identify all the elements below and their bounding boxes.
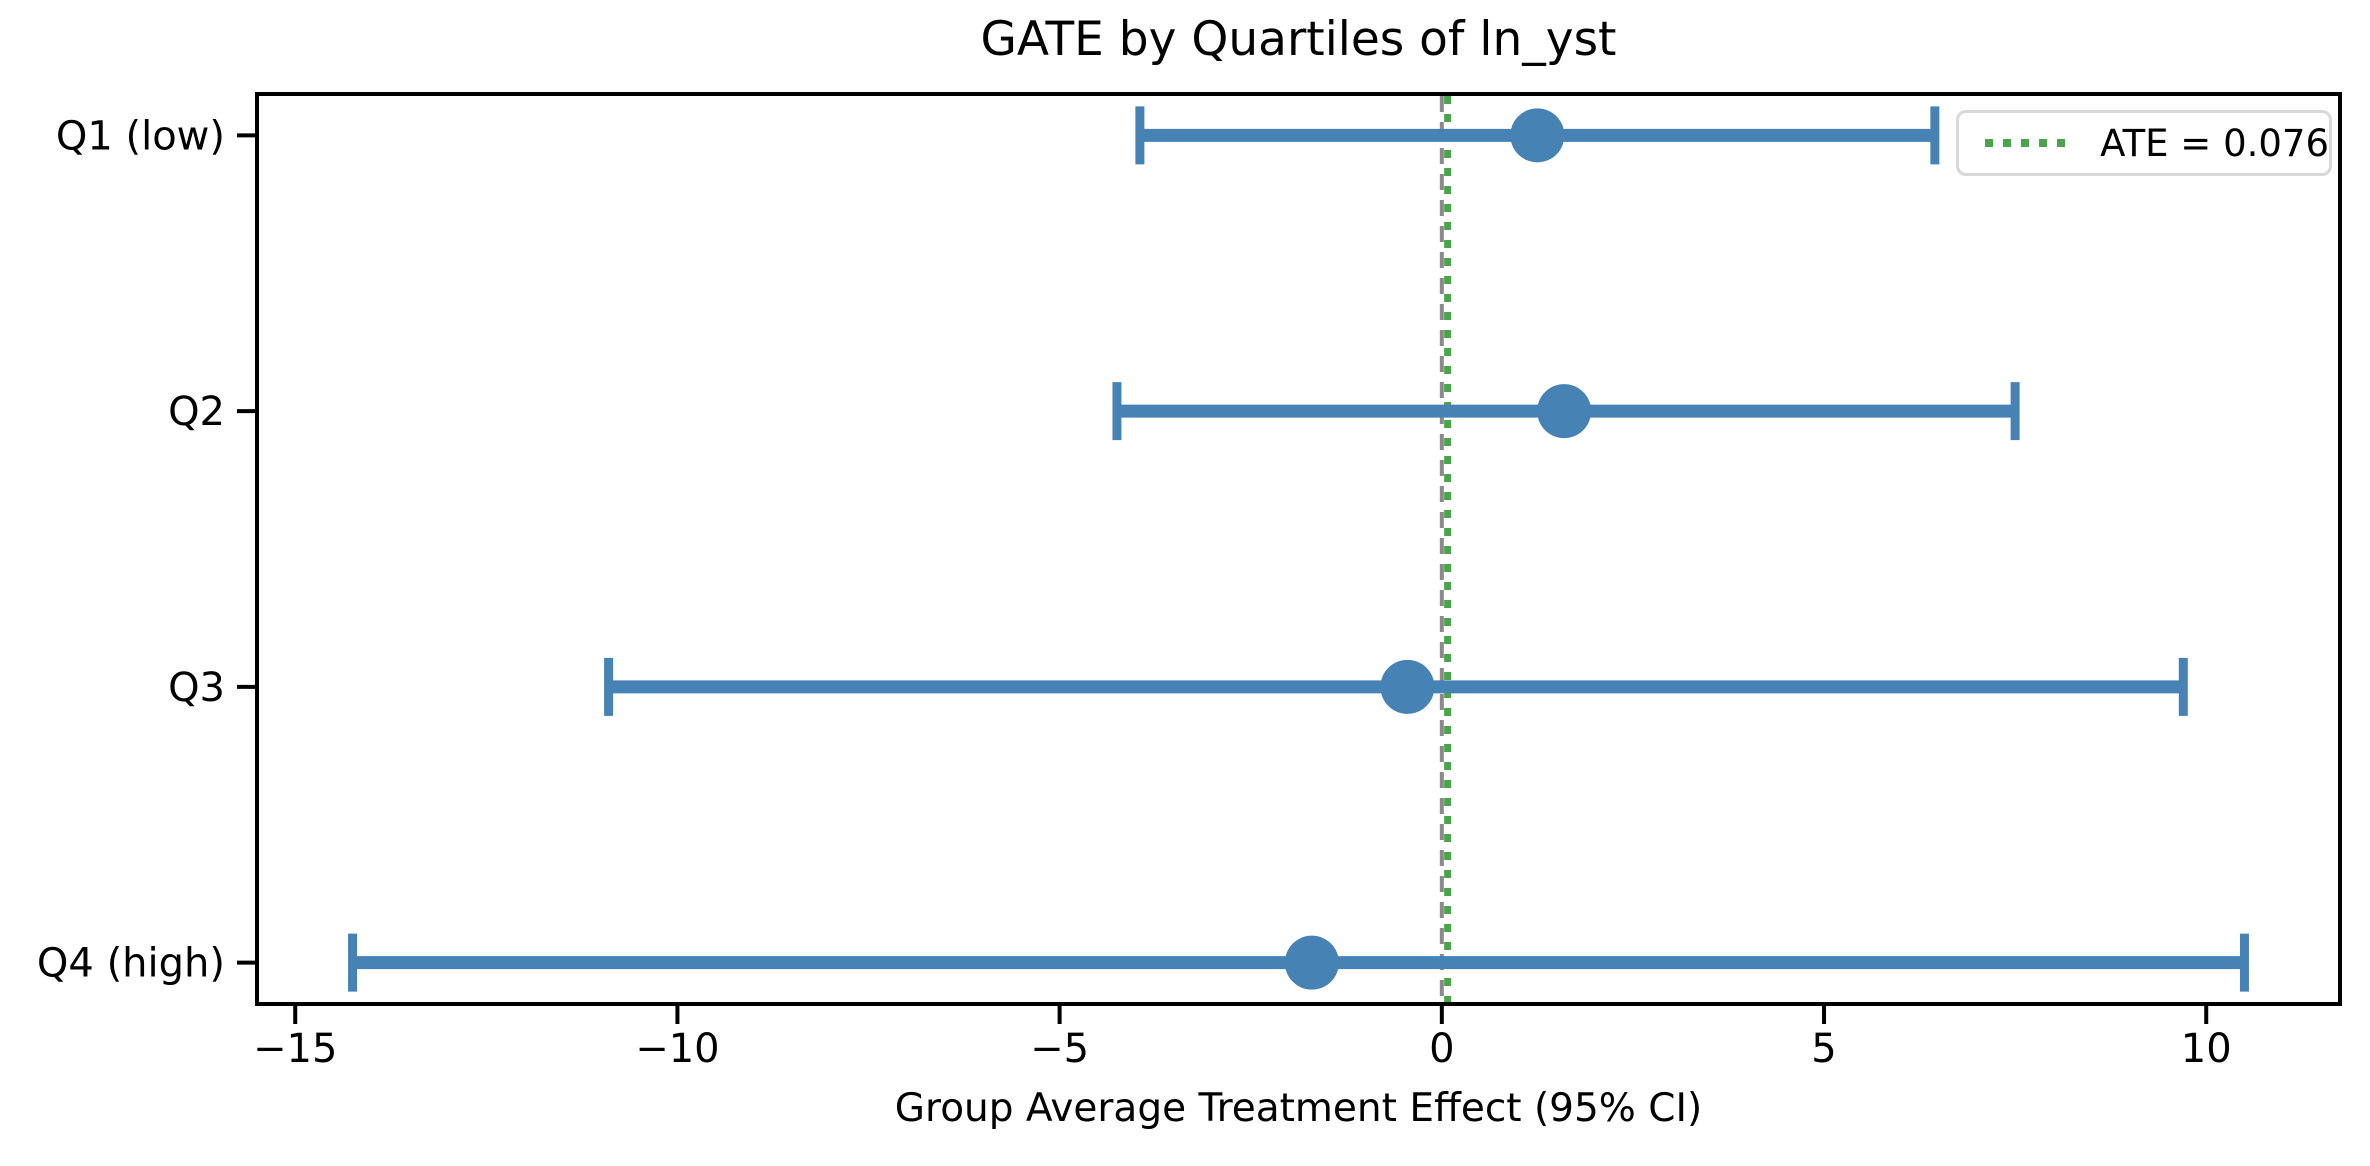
x-axis-label: Group Average Treatment Effect (95% CI)	[894, 1086, 1703, 1131]
y-axis-category-label: Q3	[168, 665, 225, 711]
point-estimate-marker	[1537, 384, 1592, 439]
point-estimate-marker	[1380, 659, 1435, 714]
point-estimate-marker	[1510, 108, 1565, 163]
x-axis-tick-label: 5	[1811, 1026, 1836, 1072]
y-axis-category-label: Q4 (high)	[37, 941, 225, 987]
y-axis-category-label: Q2	[168, 389, 225, 435]
chart-title: GATE by Quartiles of ln_yst	[980, 12, 1617, 67]
x-axis-tick-label: −15	[253, 1026, 337, 1072]
errorbar-group	[1135, 106, 1940, 165]
x-axis-tick-label: 0	[1429, 1026, 1454, 1072]
y-axis-category-label: Q1 (low)	[56, 113, 225, 159]
x-axis-tick-label: 10	[2181, 1026, 2232, 1072]
errorbar-group	[1112, 382, 2020, 441]
legend-ate-label: ATE = 0.076	[2100, 121, 2329, 165]
plot-frame	[255, 92, 2342, 1006]
ate-dotted-line-icon	[1985, 139, 2071, 147]
x-axis-tick-label: −10	[635, 1026, 719, 1072]
legend-box: ATE = 0.076	[1956, 110, 2332, 176]
x-axis-tick-label: −5	[1030, 1026, 1089, 1072]
errorbar-group	[348, 933, 2249, 992]
point-estimate-marker	[1284, 935, 1339, 990]
errorbar-group	[604, 657, 2188, 716]
